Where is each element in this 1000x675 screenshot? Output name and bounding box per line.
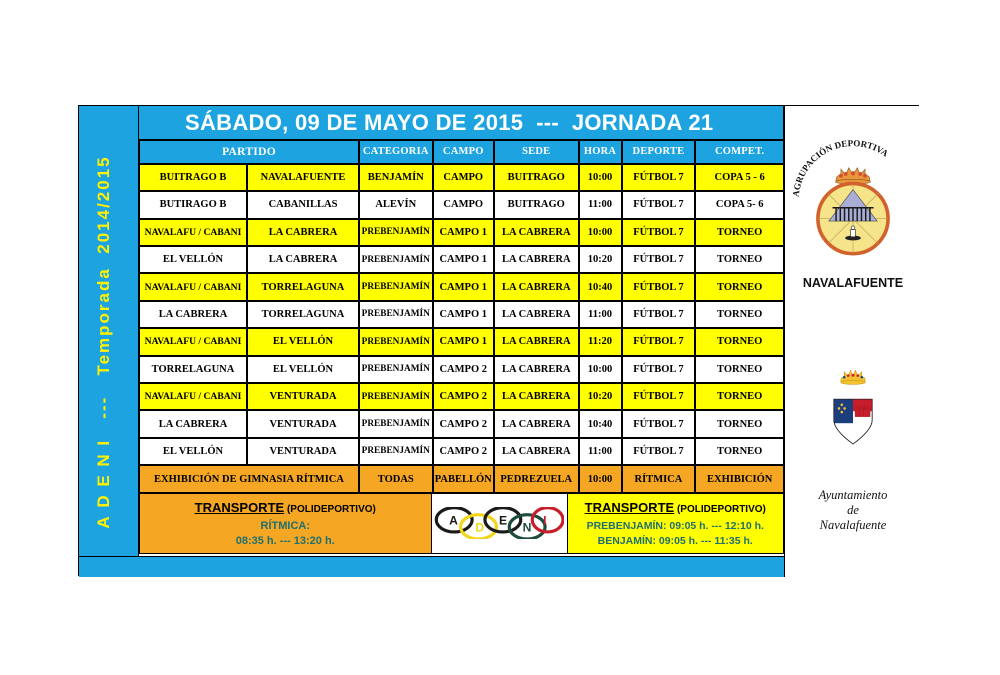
svg-text:N: N — [523, 521, 532, 535]
svg-text:D: D — [475, 521, 484, 535]
svg-text:E: E — [499, 514, 507, 528]
svg-text:I: I — [543, 514, 546, 528]
svg-text:A: A — [449, 514, 458, 528]
